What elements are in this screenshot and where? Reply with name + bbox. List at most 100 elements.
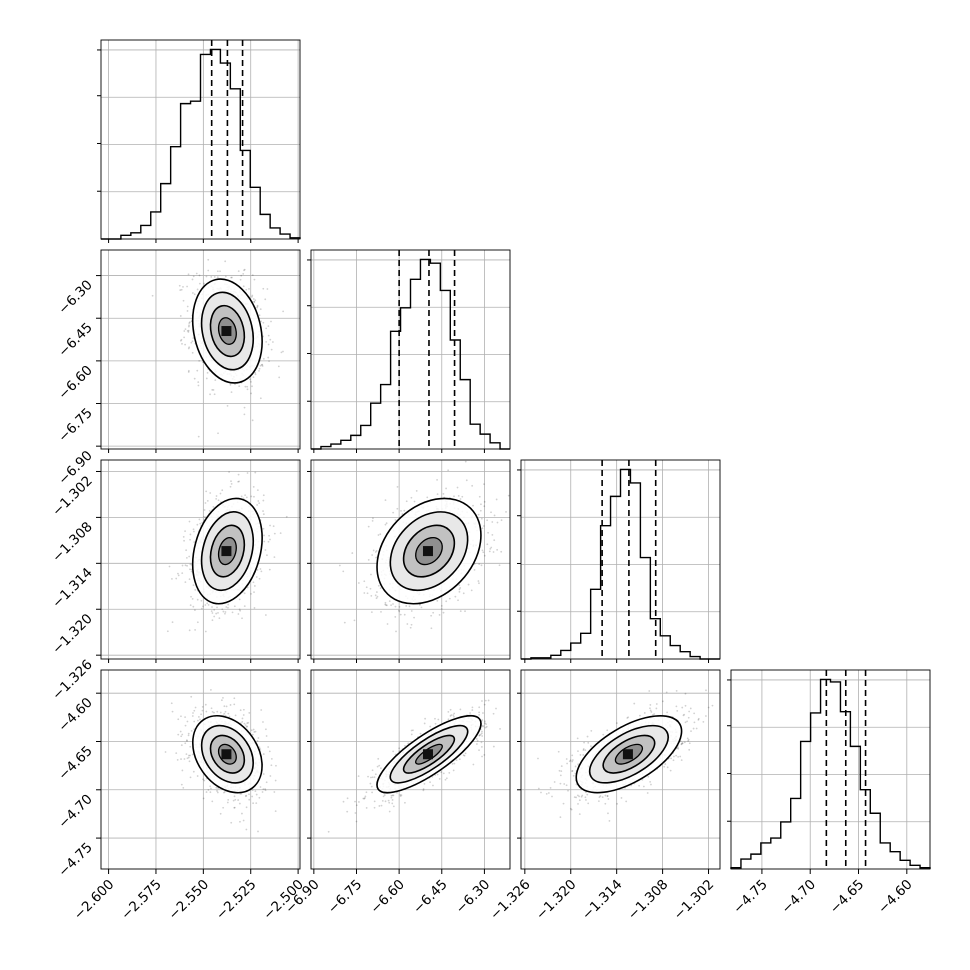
scatter-point <box>252 485 255 488</box>
scatter-point <box>464 610 466 613</box>
scatter-point <box>540 791 542 794</box>
scatter-point <box>363 797 366 799</box>
scatter-point <box>579 754 582 756</box>
scatter-point <box>275 764 277 767</box>
scatter-point <box>267 343 270 346</box>
scatter-point <box>199 718 201 721</box>
scatter-point <box>481 549 484 552</box>
scatter-point <box>253 585 256 587</box>
scatter-point <box>184 581 187 584</box>
scatter-point <box>246 586 249 589</box>
scatter-point <box>182 786 185 789</box>
scatter-point <box>240 495 243 498</box>
scatter-point <box>187 273 190 276</box>
scatter-point <box>380 767 382 770</box>
scatter-point <box>390 794 393 797</box>
scatter-point <box>399 793 402 796</box>
scatter-point <box>480 564 483 567</box>
scatter-point <box>500 550 503 553</box>
scatter-point <box>166 630 169 633</box>
scatter-point <box>248 287 250 290</box>
scatter-point <box>409 626 412 629</box>
scatter-point <box>372 517 374 520</box>
scatter-point <box>453 495 455 498</box>
scatter-point <box>186 739 188 742</box>
scatter-point <box>170 702 173 705</box>
scatter-point <box>186 720 189 723</box>
scatter-point <box>207 789 210 791</box>
scatter-point <box>458 590 461 593</box>
scatter-point <box>459 587 462 589</box>
scatter-point <box>190 341 193 344</box>
scatter-point <box>270 320 272 323</box>
scatter-point <box>238 802 241 805</box>
scatter-point <box>493 539 496 542</box>
scatter-point <box>403 509 406 512</box>
histogram-panel-p1 <box>307 249 511 450</box>
scatter-point <box>186 305 189 308</box>
scatter-point <box>491 533 494 536</box>
scatter-point <box>374 594 377 597</box>
scatter-point <box>355 804 358 807</box>
scatter-point <box>260 363 263 366</box>
scatter-point <box>224 275 227 278</box>
scatter-point <box>243 413 246 416</box>
scatter-point <box>482 725 484 728</box>
scatter-point <box>219 270 221 273</box>
scatter-point <box>399 613 402 616</box>
scatter-point <box>171 577 173 580</box>
scatter-point <box>192 712 194 714</box>
scatter-point <box>242 285 245 288</box>
scatter-point <box>237 480 240 483</box>
scatter-point <box>351 552 354 554</box>
scatter-point <box>438 778 441 780</box>
scatter-point <box>191 340 194 343</box>
scatter-point <box>187 732 190 735</box>
scatter-point <box>265 340 268 343</box>
scatter-point <box>481 700 483 702</box>
scatter-point <box>190 570 193 573</box>
scatter-point <box>221 608 224 611</box>
scatter-point <box>484 720 486 723</box>
scatter-point <box>477 513 480 516</box>
scatter-point <box>464 752 467 755</box>
scatter-point <box>224 611 227 613</box>
scatter-point <box>370 776 372 779</box>
scatter-point <box>252 298 255 300</box>
scatter-point <box>382 795 385 798</box>
scatter-point <box>194 629 196 631</box>
scatter-point <box>378 764 381 767</box>
scatter-point <box>196 598 199 601</box>
scatter-point <box>369 782 372 785</box>
scatter-point <box>265 327 268 330</box>
scatter-point <box>239 820 241 823</box>
scatter-point <box>202 605 204 608</box>
density-peak <box>422 749 433 760</box>
scatter-point <box>377 534 380 536</box>
scatter-point <box>267 540 270 543</box>
scatter-point <box>261 365 264 367</box>
scatter-point <box>151 294 154 297</box>
scatter-point <box>228 715 231 718</box>
scatter-point <box>687 740 690 742</box>
scatter-point <box>264 789 267 792</box>
scatter-point <box>370 594 373 597</box>
scatter-point <box>217 611 219 614</box>
scatter-point <box>447 718 450 721</box>
scatter-point <box>370 611 373 614</box>
scatter-point <box>255 793 258 796</box>
scatter-point <box>493 514 496 517</box>
scatter-point <box>262 357 265 360</box>
scatter-point <box>464 460 467 463</box>
scatter-point <box>259 786 262 788</box>
scatter-point <box>180 288 183 291</box>
scatter-point <box>490 546 493 549</box>
scatter-point <box>255 576 258 578</box>
scatter-point <box>440 608 443 610</box>
scatter-point <box>376 765 379 768</box>
scatter-point <box>227 603 230 606</box>
scatter-point <box>245 725 248 728</box>
scatter-point <box>388 810 391 813</box>
scatter-point <box>201 705 204 708</box>
scatter-point <box>188 520 191 523</box>
